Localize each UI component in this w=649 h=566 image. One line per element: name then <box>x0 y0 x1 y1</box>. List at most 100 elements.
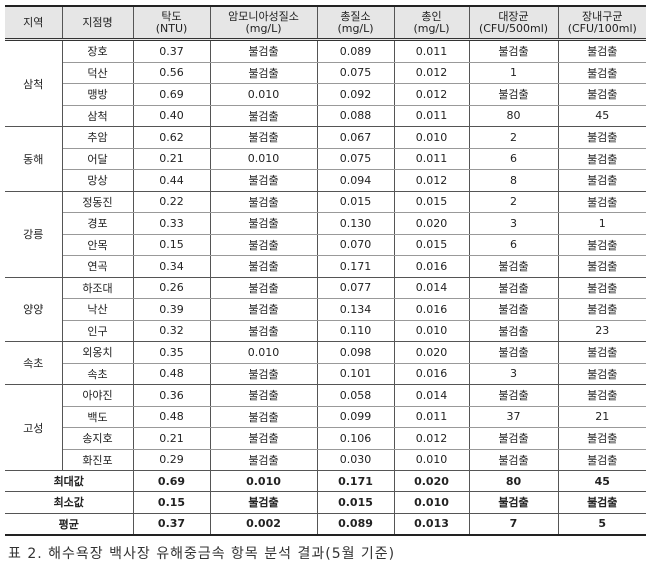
table-row: 망상 0.44 불검출 0.094 0.012 8 불검출 <box>5 169 646 192</box>
value-cell-enterococci: 불검출 <box>557 341 646 364</box>
value-cell-ammonia-nitrogen: 0.010 <box>209 83 318 106</box>
value-cell-e-coli: 2 <box>468 126 559 149</box>
value-cell-e-coli: 8 <box>468 169 559 192</box>
value-cell-enterococci: 불검출 <box>557 449 646 471</box>
value-cell-e-coli: 37 <box>468 406 559 428</box>
value-cell-total-nitrogen: 0.110 <box>316 320 395 342</box>
value-cell-total-phosphorus: 0.015 <box>393 191 470 213</box>
value-cell-turbidity: 0.34 <box>132 255 211 278</box>
summary-value-enterococci: 45 <box>557 470 646 493</box>
value-cell-e-coli: 불검출 <box>468 298 559 321</box>
table-row: 삼척 장호 0.37 불검출 0.089 0.011 불검출 불검출 <box>5 39 646 127</box>
value-cell-total-nitrogen: 0.171 <box>316 255 395 278</box>
max-row: 최대값 0.69 0.010 0.171 0.020 80 45 <box>5 470 646 493</box>
region-cell: 삼척 <box>5 39 63 127</box>
region-cell: 동해 <box>5 126 63 192</box>
region-cell: 양양 <box>5 277 63 342</box>
value-cell-e-coli: 3 <box>468 363 559 385</box>
column-header-total-phosphorus: 총인 (mg/L) <box>393 5 470 41</box>
value-cell-total-phosphorus: 0.011 <box>393 406 470 428</box>
value-cell-turbidity: 0.36 <box>132 384 211 407</box>
value-cell-e-coli: 불검출 <box>468 83 559 106</box>
value-cell-total-phosphorus: 0.010 <box>393 126 470 149</box>
value-cell-turbidity: 0.35 <box>132 341 211 364</box>
value-cell-e-coli: 1 <box>468 62 559 84</box>
value-cell-total-nitrogen: 0.077 <box>316 277 395 299</box>
value-cell-e-coli: 불검출 <box>468 449 559 471</box>
value-cell-enterococci: 불검출 <box>557 169 646 192</box>
column-header-ammonia-nitrogen: 암모니아성질소 (mg/L) <box>209 5 318 41</box>
summary-value-e-coli: 80 <box>468 470 559 493</box>
table-body: 삼척 장호 0.37 불검출 0.089 0.011 불검출 불검출 덕산 0.56 불검출 0.07… <box>5 39 646 536</box>
value-cell-ammonia-nitrogen: 불검출 <box>209 384 318 407</box>
value-cell-e-coli: 6 <box>468 148 559 170</box>
summary-value-ammonia-nitrogen: 0.002 <box>209 513 318 536</box>
value-cell-total-phosphorus: 0.020 <box>393 341 470 364</box>
value-cell-turbidity: 0.26 <box>132 277 211 299</box>
value-cell-total-nitrogen: 0.101 <box>316 363 395 385</box>
column-header-total-nitrogen: 총질소 (mg/L) <box>316 5 395 41</box>
table-row: 연곡 0.34 불검출 0.171 0.016 불검출 불검출 <box>5 255 646 278</box>
summary-label: 최소값 <box>5 491 134 514</box>
value-cell-enterococci: 불검출 <box>557 298 646 321</box>
value-cell-ammonia-nitrogen: 불검출 <box>209 126 318 149</box>
summary-value-e-coli: 불검출 <box>468 491 559 514</box>
value-cell-total-phosphorus: 0.012 <box>393 169 470 192</box>
value-cell-e-coli: 불검출 <box>468 320 559 342</box>
site-cell: 속초 <box>62 363 134 385</box>
value-cell-enterococci: 23 <box>557 320 646 342</box>
summary-value-enterococci: 5 <box>557 513 646 536</box>
table-row: 송지호 0.21 불검출 0.106 0.012 불검출 불검출 <box>5 427 646 450</box>
value-cell-turbidity: 0.44 <box>132 169 211 192</box>
value-cell-enterococci: 불검출 <box>557 39 646 63</box>
table-row: 양양 하조대 0.26 불검출 0.077 0.014 불검출 불검출 <box>5 277 646 342</box>
value-cell-total-nitrogen: 0.089 <box>316 39 395 63</box>
value-cell-total-phosphorus: 0.010 <box>393 320 470 342</box>
value-cell-total-phosphorus: 0.014 <box>393 384 470 407</box>
summary-label: 평균 <box>5 513 134 536</box>
site-cell: 장호 <box>61 39 134 63</box>
table-row: 인구 0.32 불검출 0.110 0.010 불검출 23 <box>5 320 646 342</box>
value-cell-total-phosphorus: 0.014 <box>393 277 470 299</box>
summary-value-turbidity: 0.37 <box>132 513 211 536</box>
average-row: 평균 0.37 0.002 0.089 0.013 7 5 <box>5 513 646 536</box>
value-cell-total-nitrogen: 0.070 <box>316 234 395 256</box>
value-cell-turbidity: 0.22 <box>132 191 211 213</box>
table-row: 동해 추암 0.62 불검출 0.067 0.010 2 불검출 <box>5 126 646 192</box>
table-row: 안목 0.15 불검출 0.070 0.015 6 불검출 <box>5 234 646 256</box>
value-cell-ammonia-nitrogen: 불검출 <box>209 169 318 192</box>
summary-value-total-phosphorus: 0.020 <box>393 470 470 493</box>
value-cell-total-phosphorus: 0.016 <box>393 255 470 278</box>
value-cell-e-coli: 80 <box>468 105 559 127</box>
table-caption: 표 2. 해수욕장 백사장 유해중금속 항목 분석 결과(5월 기준) <box>8 546 396 562</box>
table-row: 어달 0.21 0.010 0.075 0.011 6 불검출 <box>5 148 646 170</box>
table-row: 속초 외옹치 0.35 0.010 0.098 0.020 불검출 불검출 <box>5 341 646 385</box>
value-cell-ammonia-nitrogen: 불검출 <box>209 191 318 213</box>
summary-value-total-nitrogen: 0.015 <box>316 491 395 514</box>
value-cell-total-phosphorus: 0.016 <box>393 363 470 385</box>
value-cell-e-coli: 불검출 <box>468 341 559 364</box>
site-cell: 백도 <box>62 406 134 428</box>
value-cell-enterococci: 1 <box>557 212 646 235</box>
value-cell-ammonia-nitrogen: 불검출 <box>209 363 318 385</box>
value-cell-ammonia-nitrogen: 불검출 <box>209 105 318 127</box>
value-cell-enterococci: 불검출 <box>557 234 646 256</box>
value-cell-enterococci: 45 <box>557 105 646 127</box>
value-cell-total-nitrogen: 0.094 <box>316 169 395 192</box>
table-row: 낙산 0.39 불검출 0.134 0.016 불검출 불검출 <box>5 298 646 321</box>
value-cell-turbidity: 0.62 <box>132 126 211 149</box>
value-cell-ammonia-nitrogen: 불검출 <box>209 62 318 84</box>
value-cell-ammonia-nitrogen: 불검출 <box>209 234 318 256</box>
site-cell: 망상 <box>62 169 134 192</box>
value-cell-total-nitrogen: 0.067 <box>316 126 395 149</box>
column-header-region: 지역 <box>5 5 63 41</box>
site-cell: 화진포 <box>62 449 134 471</box>
value-cell-enterococci: 21 <box>557 406 646 428</box>
value-cell-turbidity: 0.21 <box>132 427 211 450</box>
value-cell-enterococci: 불검출 <box>557 191 646 213</box>
table-row: 화진포 0.29 불검출 0.030 0.010 불검출 불검출 <box>5 449 646 471</box>
summary-value-turbidity: 0.15 <box>132 491 211 514</box>
value-cell-total-nitrogen: 0.015 <box>316 191 395 213</box>
value-cell-total-phosphorus: 0.015 <box>393 234 470 256</box>
value-cell-turbidity: 0.15 <box>132 234 211 256</box>
